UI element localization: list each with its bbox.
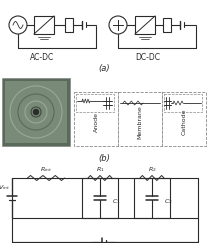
- Bar: [65, 18, 73, 32]
- Text: Anode: Anode: [94, 112, 99, 132]
- Text: (b): (b): [98, 154, 110, 163]
- Bar: [163, 18, 171, 32]
- Bar: [135, 16, 155, 34]
- Text: Cathode: Cathode: [182, 108, 187, 135]
- Circle shape: [33, 109, 39, 115]
- Text: $R_1$: $R_1$: [96, 165, 104, 174]
- Text: Membrane: Membrane: [137, 105, 142, 139]
- Text: DC-DC: DC-DC: [135, 52, 161, 61]
- Bar: [34, 16, 54, 34]
- Text: (a): (a): [98, 63, 110, 72]
- Text: $C_2$: $C_2$: [164, 198, 173, 207]
- Text: $C_1$: $C_1$: [112, 198, 121, 207]
- Bar: [164, 94, 202, 112]
- Bar: [162, 92, 206, 146]
- Text: $V_{int}$: $V_{int}$: [0, 183, 10, 192]
- Text: $R_{int}$: $R_{int}$: [40, 165, 52, 174]
- Text: $R_2$: $R_2$: [148, 165, 156, 174]
- Bar: [74, 92, 118, 146]
- Bar: [76, 94, 114, 112]
- Bar: [2, 78, 70, 146]
- Text: AC-DC: AC-DC: [30, 52, 54, 61]
- Bar: [5, 81, 67, 143]
- Bar: [118, 92, 162, 146]
